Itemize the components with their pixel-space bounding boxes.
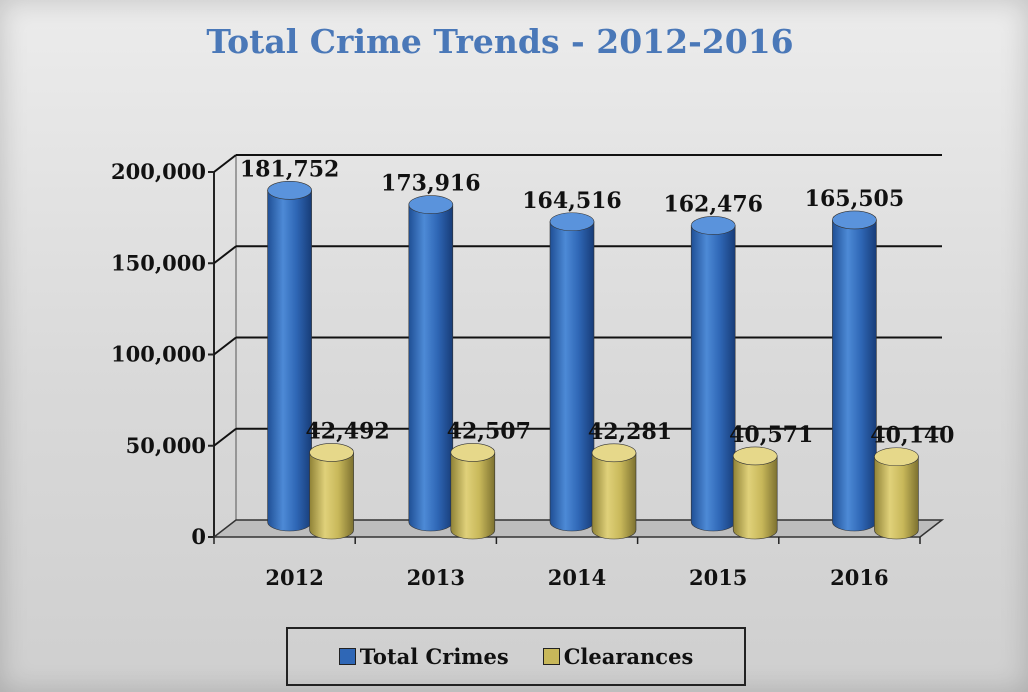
data-label-clearances: 42,492 bbox=[305, 418, 389, 444]
bar-cap bbox=[874, 447, 919, 467]
bar-cap bbox=[450, 443, 496, 462]
legend-label-clearances: Clearances bbox=[563, 644, 694, 669]
bar-clearances bbox=[732, 446, 778, 540]
data-label-clearances: 40,140 bbox=[870, 423, 954, 449]
bar-body bbox=[591, 452, 637, 540]
bar-cap bbox=[832, 210, 877, 230]
y-tick-label: 0 bbox=[191, 524, 206, 549]
bar-body bbox=[450, 452, 496, 540]
bar-clearances bbox=[450, 443, 496, 540]
legend-swatch-clearances bbox=[542, 648, 560, 665]
bar-cap bbox=[549, 212, 595, 232]
bar-cap bbox=[408, 195, 454, 214]
legend: Total Crimes Clearances bbox=[286, 627, 746, 686]
bar-cap bbox=[690, 216, 736, 235]
gridline-depth bbox=[213, 154, 237, 173]
gridline-depth bbox=[213, 336, 237, 356]
legend-item-total-crimes: Total Crimes bbox=[338, 644, 509, 669]
data-label-total-crimes: 162,476 bbox=[663, 191, 763, 217]
x-tick-label: 2013 bbox=[407, 565, 465, 590]
data-label-total-crimes: 181,752 bbox=[240, 156, 340, 182]
x-tick-label: 2015 bbox=[689, 565, 747, 590]
legend-swatch-total-crimes bbox=[338, 648, 356, 665]
x-tick-label: 2014 bbox=[548, 565, 606, 590]
data-label-total-crimes: 173,916 bbox=[381, 171, 481, 197]
bar-body bbox=[549, 221, 595, 532]
bar-cap bbox=[732, 446, 778, 466]
bar-clearances bbox=[591, 443, 637, 540]
bar-total-crimes bbox=[832, 210, 877, 532]
gridline-depth bbox=[213, 245, 237, 265]
legend-item-clearances: Clearances bbox=[542, 644, 694, 669]
y-tick-label: 200,000 bbox=[111, 159, 206, 184]
bar-body bbox=[690, 225, 736, 532]
bar-body bbox=[309, 452, 354, 540]
bar-total-crimes bbox=[267, 181, 312, 532]
bar-total-crimes bbox=[408, 195, 454, 532]
bar-cap bbox=[591, 443, 637, 463]
x-tick-label: 2012 bbox=[265, 565, 323, 590]
gridline-depth bbox=[213, 427, 237, 447]
bar-body bbox=[874, 456, 919, 540]
data-label-clearances: 40,571 bbox=[729, 422, 813, 448]
bar-body bbox=[832, 219, 877, 532]
y-tick-label: 150,000 bbox=[111, 250, 206, 275]
bar-body bbox=[408, 204, 454, 532]
y-tick-label: 100,000 bbox=[111, 342, 206, 367]
data-label-clearances: 42,281 bbox=[588, 419, 672, 445]
bar-cap bbox=[309, 443, 354, 462]
chart-title: Total Crime Trends - 2012-2016 bbox=[206, 22, 794, 61]
bar-total-crimes bbox=[690, 216, 736, 532]
data-label-total-crimes: 165,505 bbox=[805, 186, 905, 212]
bar-body bbox=[732, 455, 778, 540]
bar-cap bbox=[267, 181, 312, 200]
y-tick-label: 50,000 bbox=[126, 433, 206, 458]
data-label-total-crimes: 164,516 bbox=[522, 188, 622, 214]
data-label-clearances: 42,507 bbox=[447, 418, 531, 444]
bar-clearances bbox=[309, 443, 354, 540]
legend-label-total-crimes: Total Crimes bbox=[359, 644, 509, 669]
bar-clearances bbox=[874, 447, 919, 540]
bar-total-crimes bbox=[549, 212, 595, 532]
bar-body bbox=[267, 190, 312, 532]
x-tick-label: 2016 bbox=[830, 565, 888, 590]
